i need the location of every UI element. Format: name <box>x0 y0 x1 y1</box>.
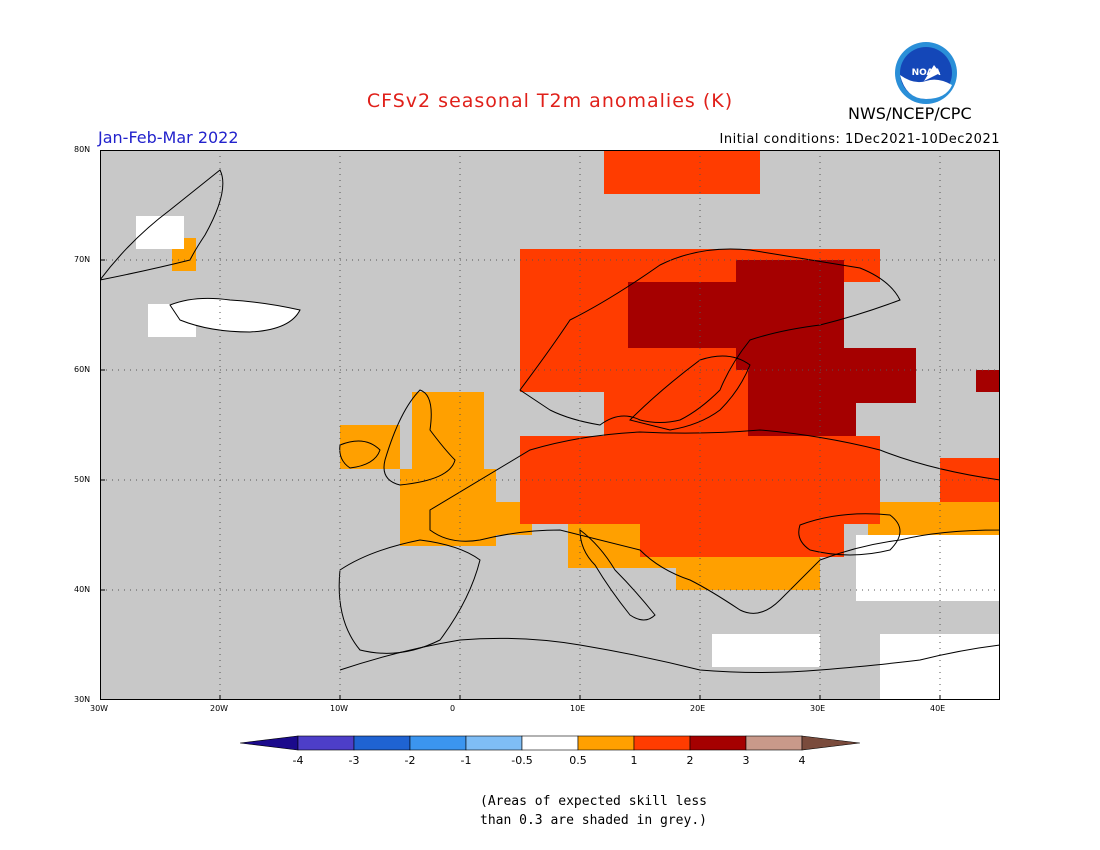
anomaly-cell <box>400 469 496 546</box>
colorbar-bins <box>240 735 860 751</box>
lon-tick-label: 30W <box>90 704 109 713</box>
colorbar-bin <box>689 735 747 751</box>
lon-tick-label: 10W <box>330 704 349 713</box>
colorbar-label: 3 <box>743 754 750 767</box>
coastlines <box>100 169 1000 673</box>
colorbar-bin <box>521 735 579 751</box>
colorbar-label: 0.5 <box>569 754 587 767</box>
anomaly-cell <box>604 150 760 194</box>
anomaly-cell <box>136 216 184 249</box>
colorbar-bin <box>801 735 860 751</box>
colorbar-label: -4 <box>293 754 304 767</box>
colorbar-bin <box>297 735 355 751</box>
anomaly-map <box>100 150 1000 700</box>
colorbar-label: -3 <box>349 754 360 767</box>
anomaly-cell <box>976 370 1000 392</box>
graticule <box>100 150 1000 700</box>
colorbar-bin <box>577 735 635 751</box>
colorbar-label: 1 <box>631 754 638 767</box>
anomaly-cell <box>868 502 1000 535</box>
lon-tick-label: 40E <box>930 704 946 713</box>
colorbar-label: 2 <box>687 754 694 767</box>
lat-tick-label: 80N <box>74 145 91 154</box>
lon-tick-label: 20E <box>690 704 706 713</box>
colorbar-bin <box>240 735 299 751</box>
lat-tick-label: 50N <box>74 475 91 484</box>
noaa-logo-text: NOAA <box>912 68 941 78</box>
skill-note: (Areas of expected skill less than 0.3 a… <box>480 792 707 830</box>
lat-tick-label: 70N <box>74 255 91 264</box>
initial-conditions: Initial conditions: 1Dec2021-10Dec2021 <box>719 132 1000 147</box>
anomaly-cell <box>628 282 748 348</box>
colorbar-bin <box>745 735 803 751</box>
lon-tick-label: 10E <box>570 704 586 713</box>
anomaly-cell <box>604 392 760 436</box>
chart-title: CFSv2 seasonal T2m anomalies (K) <box>366 90 734 112</box>
anomaly-cell <box>856 535 1000 601</box>
colorbar-bin <box>633 735 691 751</box>
anomaly-cell <box>712 634 820 667</box>
colorbar-label: -2 <box>405 754 416 767</box>
colorbar-label: -1 <box>461 754 472 767</box>
noaa-logo: NOAA <box>895 42 957 104</box>
agency-name: NWS/NCEP/CPC <box>848 104 972 123</box>
lat-tick-label: 60N <box>74 365 91 374</box>
colorbar-label: 4 <box>799 754 806 767</box>
colorbar-bin <box>409 735 467 751</box>
lat-tick-label: 40N <box>74 585 91 594</box>
colorbar-bin <box>353 735 411 751</box>
lon-tick-label: 30E <box>810 704 826 713</box>
colorbar: -4 -3 -2 -1 -0.5 0.5 1 2 3 4 <box>240 735 860 767</box>
forecast-period: Jan-Feb-Mar 2022 <box>98 128 239 147</box>
colorbar-label: -0.5 <box>511 754 532 767</box>
colorbar-bin <box>465 735 523 751</box>
anomaly-cell <box>412 392 484 480</box>
lon-tick-label: 20W <box>210 704 229 713</box>
axis-ticks <box>100 150 941 700</box>
skill-note-line-2: than 0.3 are shaded in grey.) <box>480 813 707 828</box>
lat-tick-label: 30N <box>74 695 91 704</box>
colorbar-labels: -4 -3 -2 -1 -0.5 0.5 1 2 3 4 <box>293 754 806 767</box>
skill-note-line-1: (Areas of expected skill less <box>480 794 707 809</box>
lon-tick-label: 0 <box>450 704 456 713</box>
map-background <box>100 150 1000 700</box>
anomaly-cell <box>820 348 916 403</box>
